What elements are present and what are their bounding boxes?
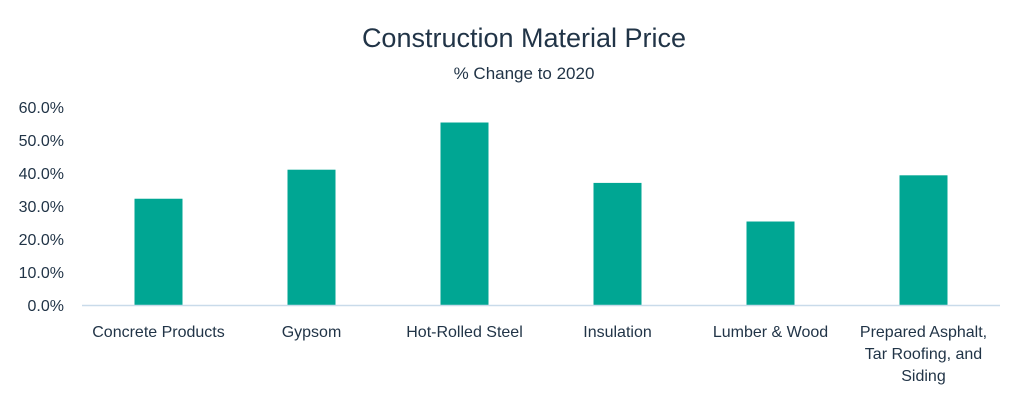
y-tick-label: 40.0% [19,166,64,183]
x-category-label: Concrete Products [92,324,225,341]
x-category-label-line: Prepared Asphalt, [860,324,987,341]
bars [134,122,948,305]
y-tick-label: 20.0% [19,232,64,249]
x-category-label-line: Lumber & Wood [713,324,828,341]
chart-title: Construction Material Price [362,23,686,53]
x-category-label-line: Gypsom [282,324,342,341]
x-category-label: Hot-Rolled Steel [406,324,523,341]
x-category-label-line: Tar Roofing, and [865,346,982,363]
x-category-label-line: Siding [901,368,945,385]
bar-0 [134,198,183,305]
y-axis-ticks: 0.0% 10.0% 20.0% 30.0% 40.0% 50.0% 60.0% [19,100,64,315]
y-tick-label: 50.0% [19,133,64,150]
bar-2 [440,122,489,305]
y-tick-label: 60.0% [19,100,64,117]
y-tick-label: 0.0% [28,298,64,315]
bar-3 [593,182,642,305]
x-category-label: Insulation [583,324,652,341]
x-axis-labels: Concrete Products Gypsom Hot-Rolled Steel I… [92,324,987,385]
bar-4 [746,221,795,305]
x-category-label-line: Concrete Products [92,324,225,341]
y-tick-label: 30.0% [19,199,64,216]
x-category-label: Prepared Asphalt, Tar Roofing, and Siding [860,324,987,385]
x-category-label-line: Insulation [583,324,652,341]
bar-1 [287,169,336,305]
x-category-label: Lumber & Wood [713,324,828,341]
y-tick-label: 10.0% [19,265,64,282]
x-category-label: Gypsom [282,324,342,341]
x-category-label-line: Hot-Rolled Steel [406,324,523,341]
bar-5 [899,175,948,305]
chart-subtitle: % Change to 2020 [454,64,595,83]
